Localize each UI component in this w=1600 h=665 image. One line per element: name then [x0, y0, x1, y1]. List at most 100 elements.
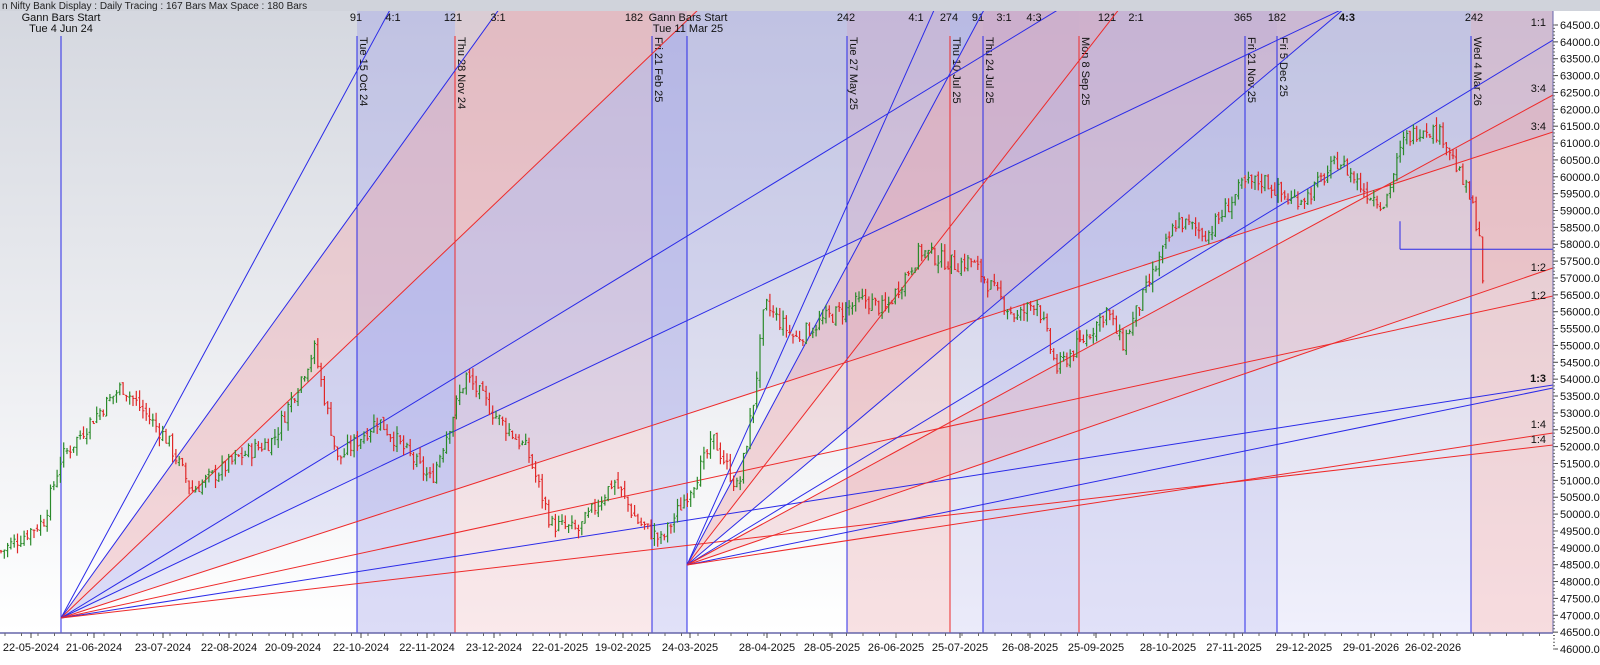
ohlc-bar	[791, 333, 795, 344]
ohlc-bar	[1204, 230, 1207, 242]
ohlc-bar	[1382, 206, 1386, 210]
x-axis[interactable]: 22-05-2024 21-06-2024 23-07-2024 22-08-2024…	[3, 633, 1540, 654]
y-tick-label: 50500.00	[1560, 492, 1600, 504]
ohlc-bar	[1042, 311, 1046, 321]
ohlc-bar	[1039, 305, 1042, 324]
ohlc-bar	[326, 401, 330, 415]
ohlc-bar	[1293, 189, 1297, 198]
angle-label-top: 4:3	[1026, 12, 1041, 24]
y-tick-label: 55500.00	[1560, 324, 1600, 336]
ohlc-bar	[590, 503, 594, 513]
ohlc-bar	[157, 423, 161, 447]
y-tick-label: 50000.00	[1560, 509, 1600, 521]
gann-angle-line	[60, 11, 499, 619]
ohlc-bar	[1091, 327, 1095, 344]
ohlc-bar	[369, 429, 373, 443]
gann-angle-line	[60, 131, 1553, 619]
ohlc-bar	[148, 407, 151, 425]
ohlc-bar	[405, 442, 409, 449]
ohlc-bar	[1441, 122, 1445, 149]
ohlc-bar	[781, 310, 785, 336]
ohlc-bar	[1273, 182, 1277, 196]
ohlc-bar	[567, 524, 571, 534]
bar-count-label: 242	[837, 12, 855, 24]
ohlc-bar	[718, 442, 722, 465]
ohlc-bar	[342, 448, 346, 458]
ohlc-bar	[1286, 193, 1290, 205]
ohlc-bar	[1279, 181, 1283, 202]
ohlc-bar	[1263, 174, 1267, 192]
ohlc-bar	[68, 445, 72, 459]
ohlc-bar	[573, 519, 577, 530]
ohlc-bar	[101, 409, 105, 417]
y-tick-label: 62000.00	[1560, 104, 1600, 116]
ohlc-bar	[1002, 295, 1006, 315]
ohlc-bar	[913, 267, 917, 274]
ohlc-bar	[9, 537, 13, 550]
ohlc-bar	[570, 515, 574, 530]
ohlc-bar	[847, 300, 851, 316]
ohlc-bar	[1385, 193, 1389, 208]
ohlc-bar	[511, 430, 514, 440]
time-band	[1277, 11, 1471, 633]
ohlc-bar	[138, 390, 142, 412]
ohlc-bar	[131, 395, 135, 407]
ohlc-bar	[497, 414, 501, 426]
ohlc-bar	[1408, 130, 1412, 146]
ohlc-bar	[253, 438, 257, 458]
ohlc-bar	[306, 368, 310, 382]
ohlc-bar	[1058, 352, 1062, 374]
ohlc-bar	[1405, 130, 1409, 145]
ohlc-bar	[382, 416, 386, 431]
bar-count-label: 91	[350, 12, 362, 24]
ohlc-bar	[362, 431, 366, 444]
ohlc-bar	[1111, 309, 1115, 326]
ohlc-bar	[949, 254, 953, 275]
x-tick-label: 26-08-2025	[1002, 642, 1058, 654]
ohlc-bar	[563, 515, 567, 530]
vertical-marker-label: Wed 4 Mar 26	[1471, 37, 1483, 106]
x-tick-label: 25-09-2025	[1068, 642, 1124, 654]
ohlc-bar	[1095, 321, 1099, 342]
ohlc-bar	[639, 517, 643, 527]
ohlc-bar	[487, 392, 491, 416]
ohlc-bar	[1207, 230, 1211, 245]
ohlc-bar	[1471, 195, 1475, 204]
ohlc-bar	[167, 435, 171, 447]
x-tick-label: 26-02-2026	[1405, 642, 1461, 654]
y-tick-label: 47000.00	[1560, 610, 1600, 622]
ohlc-bar	[890, 299, 894, 305]
ohlc-bar	[1402, 131, 1405, 156]
y-axis[interactable]: 64500.00 64000.00 63500.00 63000.00 62500.00…	[1553, 20, 1600, 656]
ohlc-bar	[1006, 309, 1009, 320]
ohlc-bar	[893, 288, 897, 305]
ohlc-bar	[1468, 181, 1471, 200]
ohlc-bar	[775, 307, 778, 321]
ohlc-bar	[402, 435, 406, 456]
ohlc-bar	[1454, 148, 1458, 173]
x-tick-label: 29-01-2026	[1343, 642, 1399, 654]
angle-label-top: 3:1	[490, 12, 505, 24]
ohlc-bar	[2, 549, 6, 559]
ohlc-bar	[1431, 124, 1435, 144]
vertical-marker-label: Tue 15 Oct 24	[357, 37, 369, 106]
bar-count-label: 182	[625, 12, 643, 24]
ohlc-bar	[1128, 329, 1132, 335]
ohlc-bar	[524, 433, 528, 445]
ohlc-bar	[643, 521, 646, 530]
y-tick-label: 56500.00	[1560, 290, 1600, 302]
time-band	[652, 11, 687, 633]
ohlc-bar	[299, 376, 303, 394]
ohlc-bar	[1197, 222, 1201, 239]
ohlc-bar	[547, 499, 551, 528]
ohlc-bar	[814, 324, 818, 337]
y-tick-label: 46000.00	[1560, 644, 1600, 656]
ohlc-bar	[352, 434, 356, 458]
ohlc-bar	[969, 258, 973, 268]
y-tick-label: 51500.00	[1560, 458, 1600, 470]
ohlc-bar	[435, 461, 439, 484]
ohlc-bar	[738, 476, 742, 491]
ohlc-bar	[128, 391, 132, 405]
y-tick-label: 60500.00	[1560, 155, 1600, 167]
ohlc-bar	[798, 330, 802, 342]
